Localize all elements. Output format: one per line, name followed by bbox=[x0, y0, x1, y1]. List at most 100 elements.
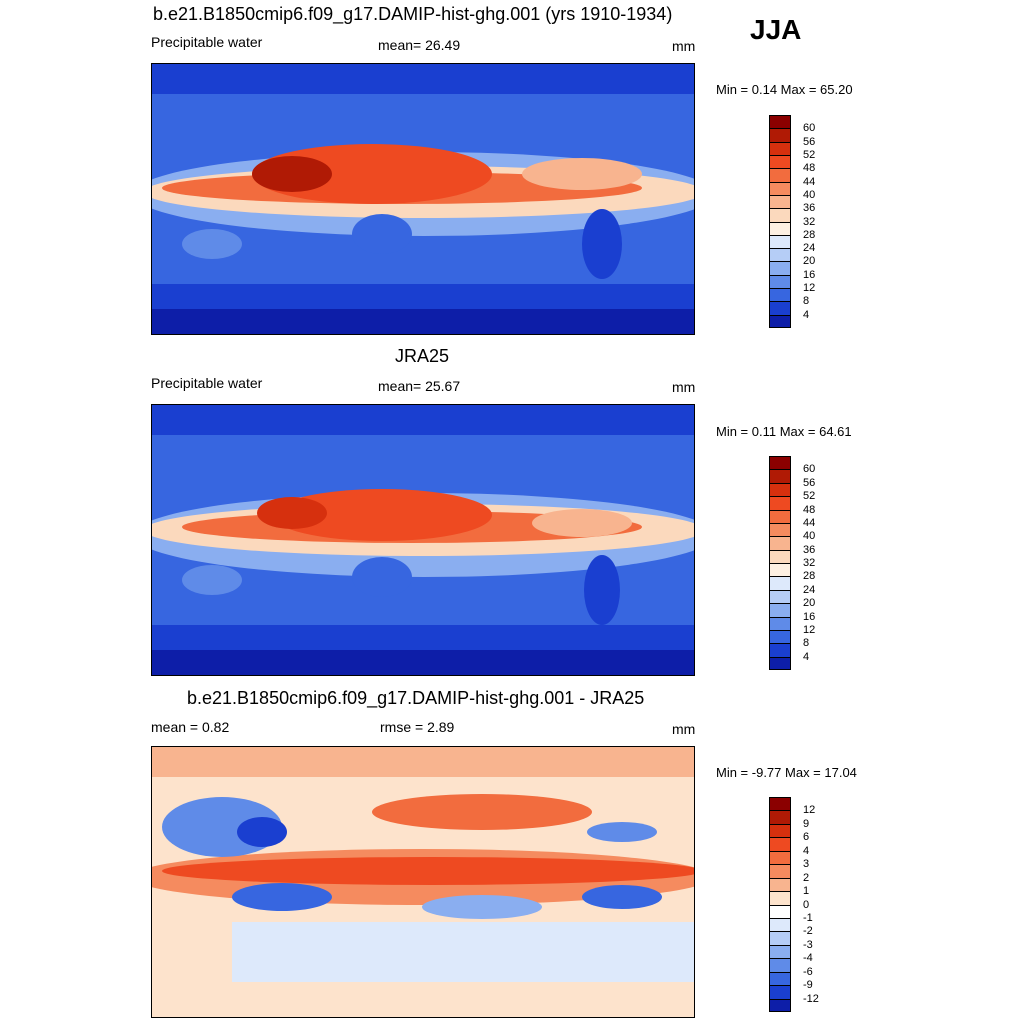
colorbar-swatch bbox=[769, 482, 791, 497]
colorbar-tick-label: 1 bbox=[803, 885, 810, 898]
panel-1-colorbar bbox=[769, 115, 791, 328]
colorbar-swatch bbox=[769, 128, 791, 142]
panel-3-colorbar bbox=[769, 797, 791, 1012]
colorbar-swatch bbox=[769, 823, 791, 838]
colorbar-swatch bbox=[769, 496, 791, 510]
colorbar-tick-label: -12 bbox=[803, 992, 819, 1005]
colorbar-tick-label: 56 bbox=[803, 476, 816, 489]
colorbar-tick-label: 16 bbox=[803, 268, 816, 281]
colorbar-swatch bbox=[769, 810, 791, 824]
colorbar-tick-label: 2 bbox=[803, 871, 810, 884]
colorbar-tick-label: -1 bbox=[803, 911, 813, 924]
colorbar-tick-label: 8 bbox=[803, 295, 810, 308]
colorbar-swatch bbox=[769, 288, 791, 302]
colorbar-swatch bbox=[769, 629, 791, 644]
panel-2-map-field bbox=[152, 405, 694, 675]
colorbar-swatch bbox=[769, 616, 791, 630]
colorbar-tick-label: 3 bbox=[803, 858, 810, 871]
panel-3-map bbox=[151, 746, 695, 1018]
colorbar-swatch bbox=[769, 904, 791, 918]
colorbar-swatch bbox=[769, 261, 791, 275]
colorbar-swatch bbox=[769, 998, 791, 1012]
colorbar-tick-label: -6 bbox=[803, 965, 813, 978]
colorbar-tick-label: 48 bbox=[803, 162, 816, 175]
colorbar-swatch bbox=[769, 549, 791, 563]
colorbar-swatch bbox=[769, 314, 791, 328]
panel-2-title: JRA25 bbox=[395, 346, 450, 366]
colorbar-tick-label: 12 bbox=[803, 623, 816, 636]
colorbar-tick-label: 20 bbox=[803, 597, 816, 610]
colorbar-swatch bbox=[769, 958, 791, 972]
colorbar-tick-label: 0 bbox=[803, 898, 810, 911]
colorbar-tick-label: 32 bbox=[803, 215, 816, 228]
colorbar-swatch bbox=[769, 656, 791, 670]
colorbar-swatch bbox=[769, 971, 791, 986]
colorbar-tick-label: 36 bbox=[803, 202, 816, 215]
colorbar-swatch bbox=[769, 589, 791, 604]
colorbar-tick-label: 24 bbox=[803, 583, 816, 596]
colorbar-swatch bbox=[769, 208, 791, 222]
colorbar-swatch bbox=[769, 944, 791, 959]
colorbar-tick-label: 20 bbox=[803, 255, 816, 268]
colorbar-swatch bbox=[769, 536, 791, 550]
season-label: JJA bbox=[750, 14, 802, 45]
colorbar-tick-label: 6 bbox=[803, 831, 810, 844]
colorbar-swatch bbox=[769, 643, 791, 657]
panel-2-mean-label: mean= 25.67 bbox=[378, 378, 461, 394]
panel-1-mean-label: mean= 26.49 bbox=[378, 37, 461, 53]
colorbar-tick-label: 40 bbox=[803, 530, 816, 543]
colorbar-tick-label: 9 bbox=[803, 817, 810, 830]
colorbar-swatch bbox=[769, 837, 791, 851]
colorbar-tick-label: 60 bbox=[803, 122, 816, 135]
colorbar-swatch bbox=[769, 509, 791, 523]
colorbar-swatch bbox=[769, 154, 791, 169]
panel-2-variable-label: Precipitable water bbox=[151, 375, 263, 391]
colorbar-swatch bbox=[769, 248, 791, 262]
panel-2-units-label: mm bbox=[672, 379, 696, 395]
colorbar-swatch bbox=[769, 456, 791, 470]
colorbar-tick-label: 4 bbox=[803, 844, 810, 857]
colorbar-tick-label: 40 bbox=[803, 188, 816, 201]
colorbar-tick-label: 8 bbox=[803, 637, 810, 650]
colorbar-tick-label: -9 bbox=[803, 979, 813, 992]
colorbar-tick-label: 16 bbox=[803, 610, 816, 623]
colorbar-swatch bbox=[769, 931, 791, 945]
panel-1-map-field bbox=[152, 64, 694, 334]
colorbar-tick-label: -3 bbox=[803, 938, 813, 951]
colorbar-tick-label: 28 bbox=[803, 228, 816, 241]
colorbar-tick-label: 12 bbox=[803, 804, 816, 817]
panel-3-mean-label: mean = 0.82 bbox=[151, 719, 230, 735]
colorbar-swatch bbox=[769, 234, 791, 249]
colorbar-swatch bbox=[769, 181, 791, 195]
colorbar-swatch bbox=[769, 141, 791, 155]
panel-3-rmse-label: rmse = 2.89 bbox=[380, 719, 455, 735]
colorbar-tick-label: 44 bbox=[803, 175, 816, 188]
colorbar-tick-label: 12 bbox=[803, 282, 816, 295]
colorbar-swatch bbox=[769, 864, 791, 878]
colorbar-swatch bbox=[769, 917, 791, 932]
colorbar-tick-label: 56 bbox=[803, 135, 816, 148]
colorbar-swatch bbox=[769, 194, 791, 209]
panel-2-minmax: Min = 0.11 Max = 64.61 bbox=[716, 424, 852, 439]
panel-1-minmax: Min = 0.14 Max = 65.20 bbox=[716, 82, 853, 97]
panel-3-minmax: Min = -9.77 Max = 17.04 bbox=[716, 765, 857, 780]
colorbar-tick-label: 48 bbox=[803, 503, 816, 516]
colorbar-tick-label: 4 bbox=[803, 308, 810, 321]
colorbar-swatch bbox=[769, 115, 791, 129]
panel-1-units-label: mm bbox=[672, 38, 696, 54]
colorbar-tick-label: 52 bbox=[803, 148, 816, 161]
colorbar-swatch bbox=[769, 522, 791, 537]
colorbar-swatch bbox=[769, 576, 791, 590]
panel-2-colorbar bbox=[769, 456, 791, 670]
panel-3-title: b.e21.B1850cmip6.f09_g17.DAMIP-hist-ghg.… bbox=[187, 688, 645, 708]
colorbar-tick-label: -4 bbox=[803, 952, 813, 965]
colorbar-swatch bbox=[769, 603, 791, 617]
colorbar-tick-label: 60 bbox=[803, 463, 816, 476]
panel-1-variable-label: Precipitable water bbox=[151, 34, 263, 50]
colorbar-swatch bbox=[769, 797, 791, 811]
colorbar-swatch bbox=[769, 469, 791, 483]
colorbar-swatch bbox=[769, 221, 791, 235]
colorbar-tick-label: 32 bbox=[803, 557, 816, 569]
panel-1-map bbox=[151, 63, 695, 335]
colorbar-swatch bbox=[769, 301, 791, 315]
